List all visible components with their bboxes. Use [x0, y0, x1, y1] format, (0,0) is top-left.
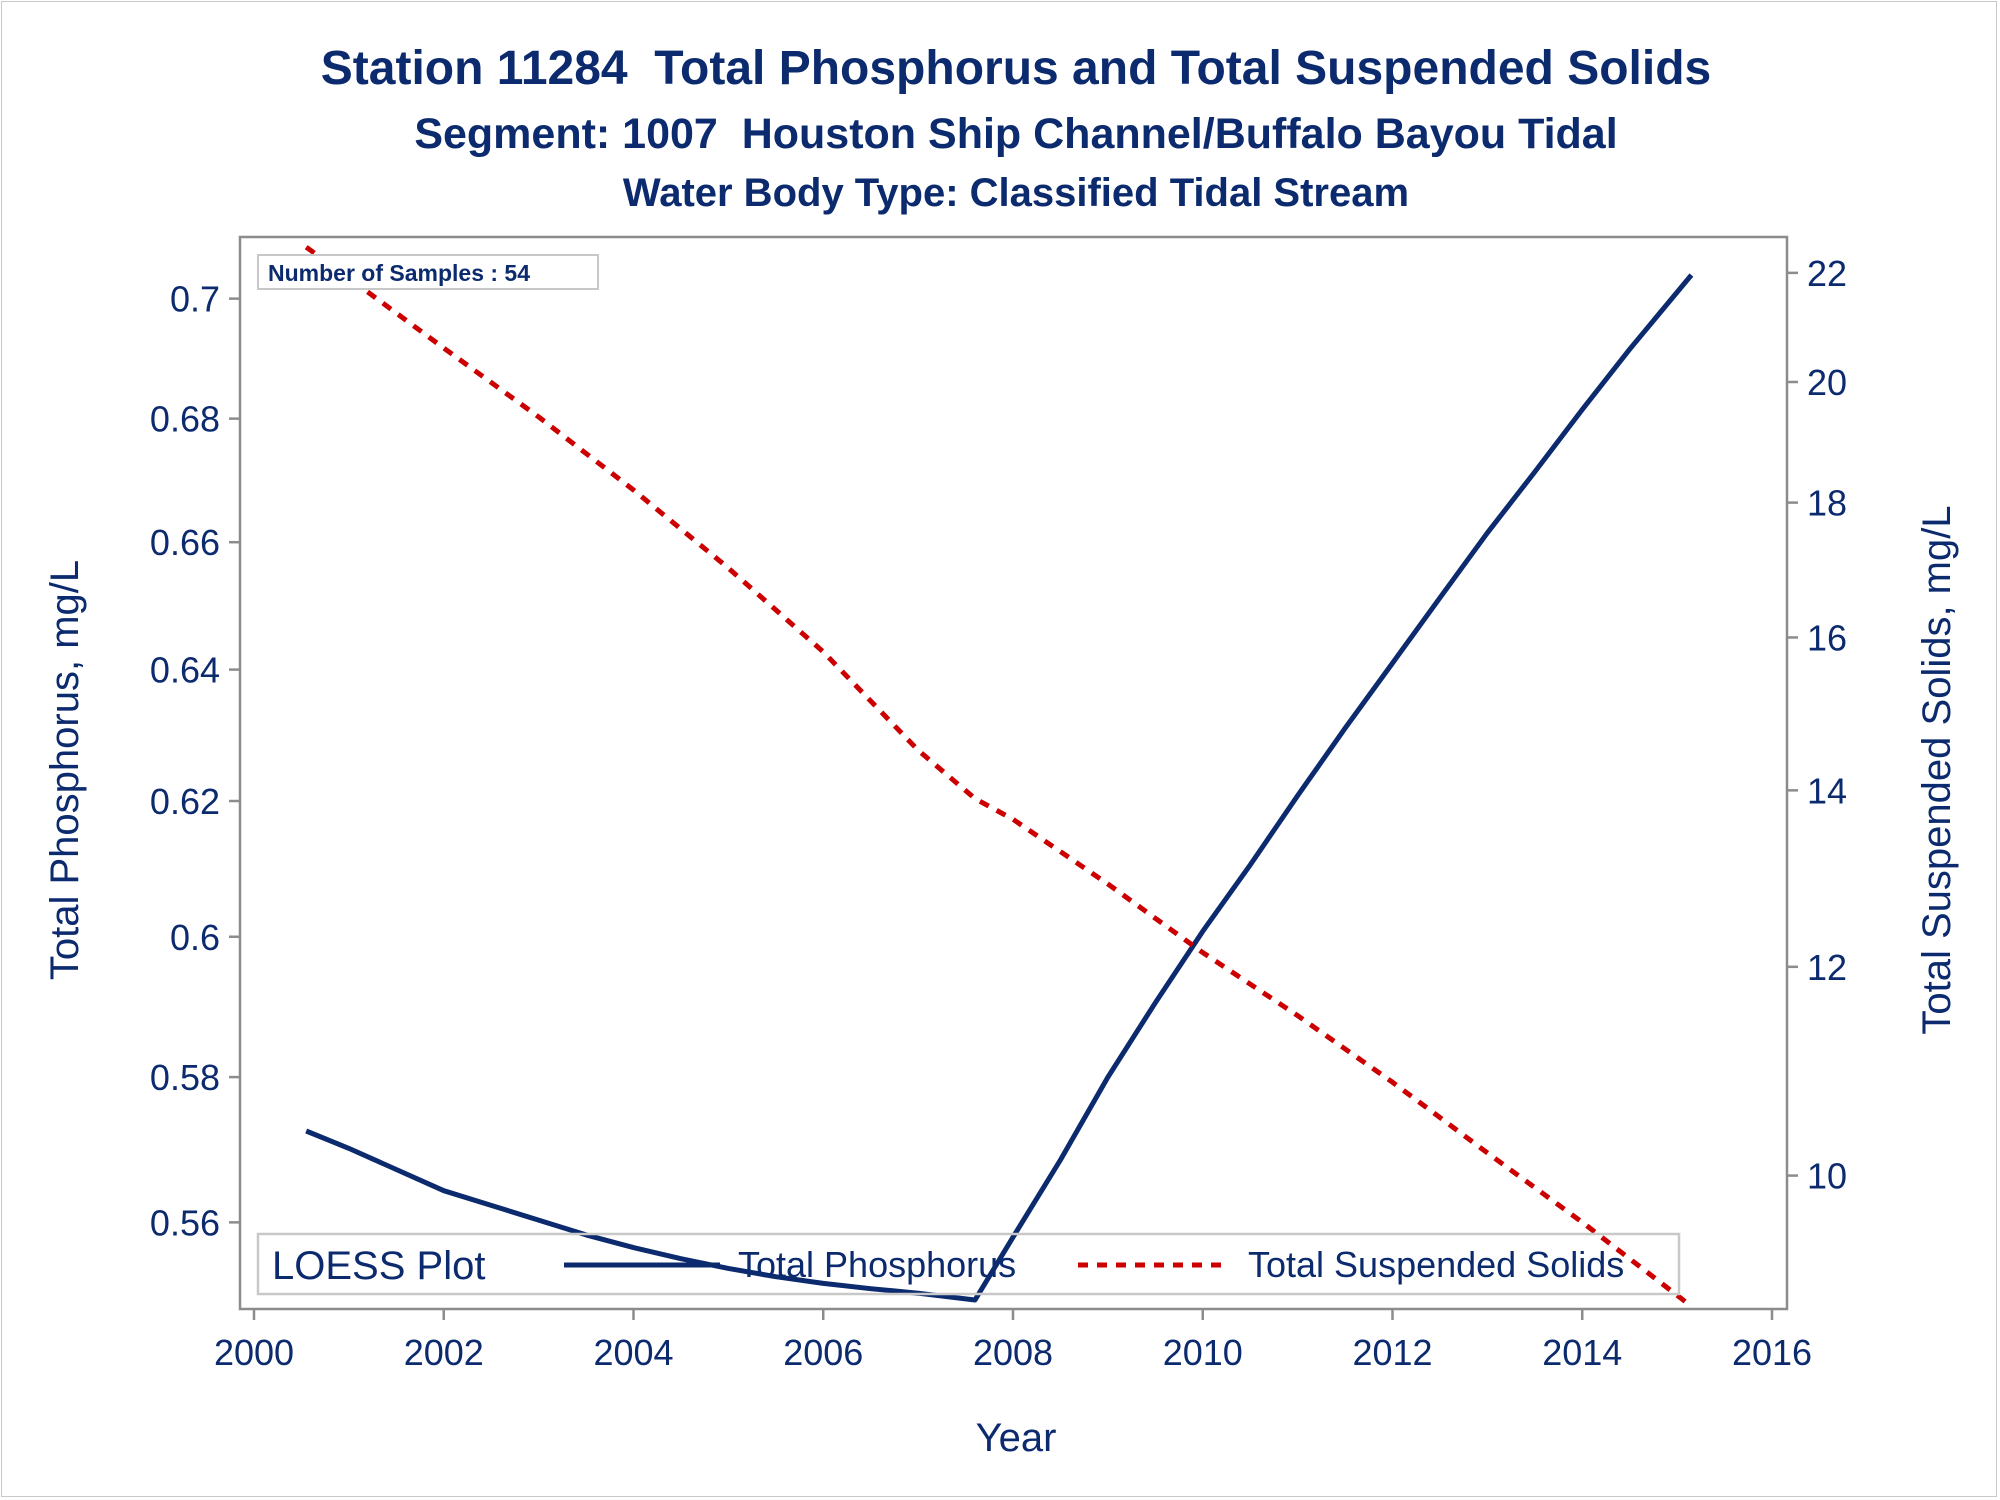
- x-axis: 2000 2002 2004 2006 2008 2010 2012 2014 2016: [214, 1309, 1812, 1373]
- series-line-total-phosphorus: [305, 273, 1694, 1303]
- chart-subtitle: Segment: 1007 Houston Ship Channel/Buffa…: [414, 110, 1617, 158]
- series-layer: [304, 245, 1694, 1305]
- legend-label-total-phosphorus: Total Phosphorus: [738, 1244, 1016, 1285]
- y-right-tick-label: 20: [1807, 362, 1847, 403]
- x-tick-label: 2002: [404, 1332, 484, 1373]
- y-left-tick-label: 0.62: [150, 781, 220, 822]
- y-left-tick-label: 0.56: [150, 1202, 220, 1243]
- legend: LOESS Plot Total Phosphorus Total Suspen…: [256, 1232, 1681, 1296]
- x-tick-label: 2016: [1732, 1332, 1812, 1373]
- y-left-tick-label: 0.58: [150, 1057, 220, 1098]
- series-line-total-suspended-solids: [304, 245, 1689, 1305]
- y-right-tick-label: 18: [1807, 483, 1847, 524]
- y-right-tick-label: 14: [1807, 770, 1847, 811]
- chart-title: Station 11284 Total Phosphorus and Total…: [321, 42, 1711, 95]
- legend-title: LOESS Plot: [272, 1244, 485, 1288]
- x-axis-label: Year: [976, 1416, 1057, 1460]
- x-tick-label: 2004: [593, 1332, 673, 1373]
- chart-subtitle-2: Water Body Type: Classified Tidal Stream: [623, 171, 1409, 215]
- legend-box: [256, 1232, 1681, 1296]
- legend-label-total-suspended-solids: Total Suspended Solids: [1248, 1244, 1624, 1285]
- x-tick-label: 2012: [1352, 1332, 1432, 1373]
- y-axis-left-label: Total Phosphorus, mg/L: [43, 560, 87, 980]
- x-tick-label: 2014: [1542, 1332, 1622, 1373]
- plot-area: [238, 235, 1789, 1311]
- y-right-tick-label: 12: [1807, 947, 1847, 988]
- x-tick-label: 2006: [783, 1332, 863, 1373]
- x-tick-label: 2008: [973, 1332, 1053, 1373]
- y-right-tick-label: 22: [1807, 253, 1847, 294]
- y-left-tick-label: 0.7: [170, 279, 220, 320]
- inset-text: Number of Samples : 54: [268, 260, 530, 286]
- x-tick-label: 2000: [214, 1332, 294, 1373]
- y-left-tick-label: 0.68: [150, 399, 220, 440]
- y-right-tick-label: 10: [1807, 1156, 1847, 1197]
- y-right-tick-label: 16: [1807, 617, 1847, 658]
- inset-box: [257, 254, 599, 290]
- y-axis-right-label: Total Suspended Solids, mg/L: [1915, 505, 1959, 1034]
- x-tick-label: 2010: [1163, 1332, 1243, 1373]
- y-left-tick-label: 0.6: [170, 917, 220, 958]
- y-left-tick-label: 0.66: [150, 522, 220, 563]
- y-left-tick-label: 0.64: [150, 650, 220, 691]
- y-axis-right: 10 12 14 16 18 20 22: [1787, 253, 1847, 1197]
- y-axis-left: 0.56 0.58 0.6 0.62 0.64 0.66 0.68 0.7: [150, 279, 240, 1243]
